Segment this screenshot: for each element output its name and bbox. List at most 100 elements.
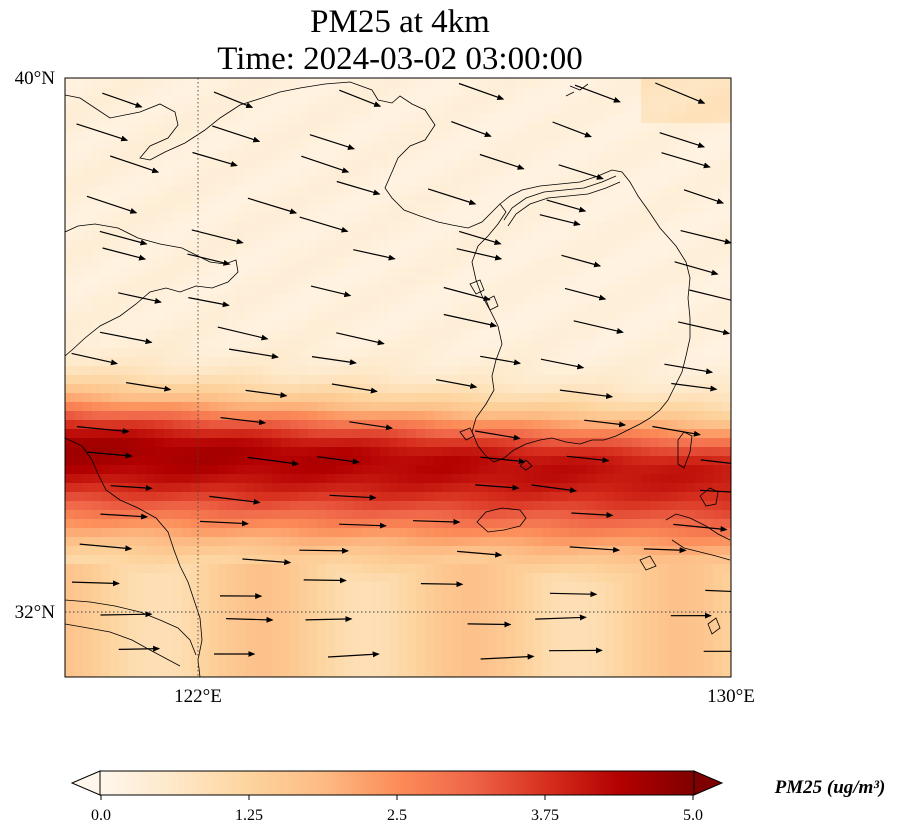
- field-cell: [236, 375, 246, 385]
- field-cell: [245, 465, 255, 475]
- field-cell: [272, 366, 282, 376]
- field-cell: [578, 195, 588, 205]
- field-cell: [686, 249, 696, 259]
- wind-arrow: [546, 199, 587, 213]
- field-cell: [686, 537, 696, 547]
- field-cell: [218, 330, 228, 340]
- field-cell: [569, 384, 579, 394]
- field-cell: [524, 537, 534, 547]
- field-cell: [569, 321, 579, 331]
- field-cell: [200, 663, 210, 673]
- field-cell: [299, 573, 309, 583]
- field-cell: [137, 141, 147, 151]
- field-cell: [668, 510, 678, 520]
- field-cell: [623, 177, 633, 187]
- field-cell: [605, 636, 615, 646]
- field-cell: [371, 627, 381, 637]
- field-cell: [515, 231, 525, 241]
- field-cell: [668, 420, 678, 430]
- field-cell: [542, 573, 552, 583]
- field-cell: [317, 411, 327, 421]
- field-cell: [524, 258, 534, 268]
- field-cell: [695, 474, 705, 484]
- field-cell: [605, 492, 615, 502]
- field-cell: [290, 276, 300, 286]
- field-cell: [461, 483, 471, 493]
- field-cell: [335, 303, 345, 313]
- field-cell: [434, 573, 444, 583]
- field-cell: [677, 420, 687, 430]
- field-cell: [659, 240, 669, 250]
- field-cell: [326, 78, 336, 88]
- field-cell: [479, 663, 489, 673]
- field-cell: [695, 330, 705, 340]
- field-cell: [668, 456, 678, 466]
- field-cell: [290, 231, 300, 241]
- field-cell: [128, 429, 138, 439]
- field-cell: [425, 303, 435, 313]
- field-cell: [110, 240, 120, 250]
- field-cell: [182, 186, 192, 196]
- field-cell: [362, 573, 372, 583]
- field-cell: [371, 501, 381, 511]
- field-cell: [110, 483, 120, 493]
- field-cell: [398, 375, 408, 385]
- field-cell: [407, 123, 417, 133]
- field-cell: [245, 159, 255, 169]
- field-cell: [668, 141, 678, 151]
- field-cell: [236, 447, 246, 457]
- field-cell: [272, 501, 282, 511]
- field-cell: [524, 222, 534, 232]
- field-cell: [461, 357, 471, 367]
- field-cell: [578, 636, 588, 646]
- field-cell: [236, 105, 246, 115]
- field-cell: [596, 555, 606, 565]
- field-cell: [110, 321, 120, 331]
- field-cell: [281, 294, 291, 304]
- field-cell: [434, 600, 444, 610]
- field-cell: [488, 672, 498, 677]
- field-cell: [497, 564, 507, 574]
- field-cell: [290, 357, 300, 367]
- field-cell: [92, 204, 102, 214]
- field-cell: [461, 321, 471, 331]
- field-cell: [524, 384, 534, 394]
- field-cell: [425, 672, 435, 677]
- field-cell: [254, 123, 264, 133]
- field-cell: [227, 465, 237, 475]
- field-cell: [560, 141, 570, 151]
- field-cell: [641, 591, 651, 601]
- field-cell: [128, 249, 138, 259]
- field-cell: [335, 474, 345, 484]
- field-cell: [146, 339, 156, 349]
- field-cell: [164, 105, 174, 115]
- field-cell: [416, 159, 426, 169]
- field-cell: [659, 546, 669, 556]
- field-cell: [641, 375, 651, 385]
- field-cell: [218, 87, 228, 97]
- field-cell: [704, 465, 714, 475]
- field-cell: [209, 591, 219, 601]
- field-cell: [398, 420, 408, 430]
- field-cell: [470, 546, 480, 556]
- field-cell: [533, 204, 543, 214]
- field-cell: [623, 393, 633, 403]
- field-cell: [263, 456, 273, 466]
- field-cell: [488, 474, 498, 484]
- field-cell: [209, 150, 219, 160]
- field-cell: [281, 528, 291, 538]
- field-cell: [524, 519, 534, 529]
- field-cell: [470, 393, 480, 403]
- field-cell: [470, 672, 480, 677]
- field-cell: [344, 105, 354, 115]
- field-cell: [587, 96, 597, 106]
- field-cell: [101, 528, 111, 538]
- field-cell: [254, 375, 264, 385]
- wind-arrow: [301, 155, 350, 174]
- field-cell: [677, 294, 687, 304]
- field-cell: [614, 618, 624, 628]
- field-cell: [155, 663, 165, 673]
- field-cell: [353, 645, 363, 655]
- field-cell: [263, 222, 273, 232]
- field-cell: [659, 537, 669, 547]
